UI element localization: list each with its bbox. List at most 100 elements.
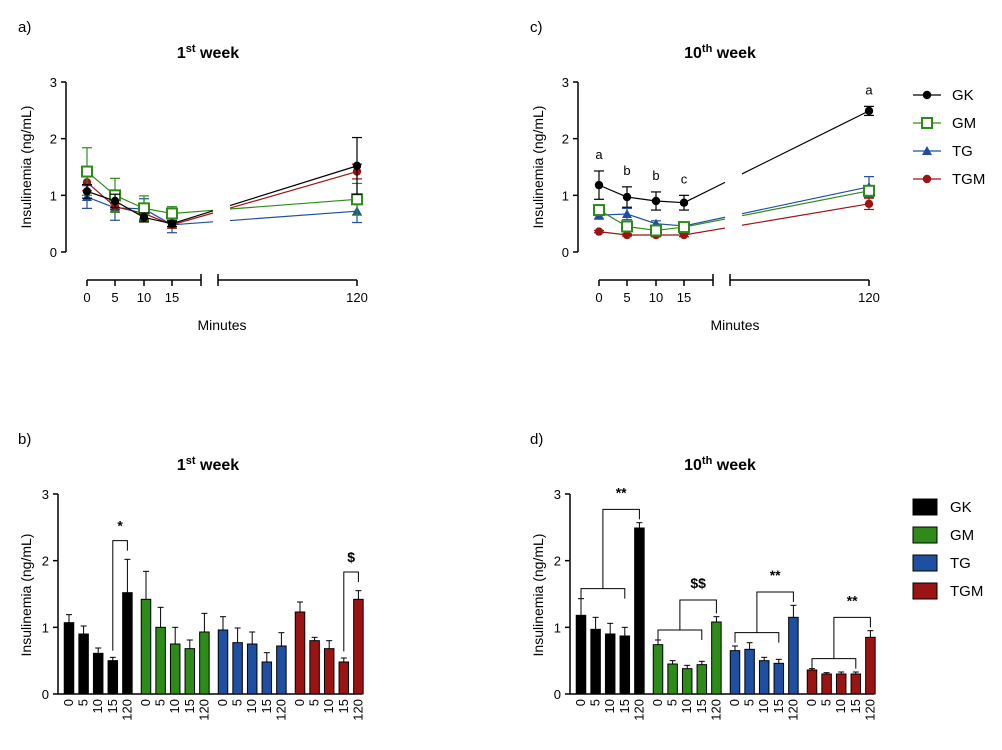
panel-c-y-tick-label: 0: [562, 245, 569, 260]
bar-GM: [199, 631, 210, 695]
panel-a-plot: 0 1 2 3 0 5 10 15 120: [50, 75, 368, 305]
panel-d-significance-bracket: [811, 658, 857, 669]
legend-swatch-TGM: [912, 582, 938, 600]
panel-d-significance-label: **: [770, 567, 781, 583]
panel-b-x-tick-label: 5: [307, 699, 322, 706]
panel-letter-d: d): [530, 431, 543, 448]
panel-b-y-tick-label: 2: [42, 554, 49, 569]
bar-GM: [155, 626, 166, 695]
data-point-GM: [678, 221, 690, 234]
panel-d-x-tick-label: 15: [848, 699, 863, 713]
panel-d-significance-bracket: [602, 508, 640, 589]
panel-b-x-tick-label: 0: [215, 699, 230, 706]
series-line-TGM: [86, 181, 116, 208]
panel-c-y-tick-label: 2: [562, 132, 569, 147]
data-point-GK: [352, 161, 362, 171]
panel-a-title: 1st week: [177, 43, 239, 62]
panel-d-x-tick-label: 120: [785, 699, 800, 721]
panel-d-x-tick-label: 10: [679, 699, 694, 713]
series-line-GK: [143, 216, 173, 225]
panel-a-xlabel: Minutes: [197, 317, 246, 333]
data-point-GK: [679, 198, 689, 207]
panel-b-x-tick-label: 120: [196, 699, 211, 721]
panel-c-ylabel: Insulinemia (ng/mL): [530, 106, 546, 229]
data-point-TG: [922, 146, 932, 155]
series-line-TGM: [741, 203, 870, 226]
panel-c-annotation: a: [865, 82, 873, 97]
panel-d-x-tick-label: 15: [694, 699, 709, 713]
legend-label-GM: GM: [950, 527, 974, 544]
legend-swatch-GM: [912, 526, 938, 544]
data-point-GM: [921, 117, 933, 129]
panel-c-x-tick-label: 120: [858, 290, 880, 305]
series-line-GM: [229, 198, 358, 210]
panel-d-significance-label: **: [616, 484, 627, 500]
panel-d-significance-bracket: [580, 588, 626, 599]
panel-b-title: 1st week: [177, 455, 239, 474]
data-point-GK: [167, 219, 177, 228]
bar-TGM: [338, 661, 350, 695]
bar-GK: [634, 527, 645, 695]
bar-TGM: [309, 640, 320, 695]
bar-TGM: [323, 648, 335, 695]
panel-c-x-tick-label: 10: [649, 290, 663, 305]
data-point-TGM: [594, 227, 604, 236]
panel-b-y-tick-label: 0: [42, 687, 49, 702]
panel-b-significance-bracket: [343, 571, 359, 652]
series-line-GK: [683, 181, 726, 204]
panel-d-title: 10th week: [684, 455, 756, 474]
bar-TGM: [353, 598, 364, 695]
panel-b-x-tick-label: 5: [230, 699, 245, 706]
panel-d-significance-bracket: [657, 629, 703, 640]
data-point-GK: [922, 90, 932, 100]
series-line-TG: [626, 213, 657, 225]
panel-c-plot: 0 1 2 3 0 5 10 15 120 a b b c a: [562, 75, 880, 305]
legend-label-GK: GK: [952, 87, 974, 104]
bar-TG: [261, 661, 273, 695]
panel-a-x-tick-label: 15: [165, 290, 179, 305]
panel-b-x-tick-label: 120: [273, 699, 288, 721]
panel-d-x-tick-label: 120: [631, 699, 646, 721]
series-line-GK: [598, 184, 628, 198]
panel-a-x-tick-label: 10: [137, 290, 151, 305]
bar-GK: [604, 633, 616, 695]
panel-c-xlabel: Minutes: [710, 317, 759, 333]
legend-label-GK: GK: [950, 499, 972, 516]
series-line-GK: [114, 200, 145, 218]
panel-d-significance-bracket: [756, 591, 794, 633]
series-line-TG: [86, 196, 116, 209]
panel-c: c) 10th week Insulinemia (ng/mL) Minutes…: [530, 19, 985, 333]
panel-a-y-tick-label: 3: [50, 75, 57, 90]
panel-a: a) 1st week Insulinemia (ng/mL) Minutes …: [18, 19, 368, 333]
series-line-GM: [741, 190, 870, 217]
panel-d-x-tick-label: 5: [588, 699, 603, 706]
series-line-TG: [741, 186, 870, 215]
bar-TG: [773, 662, 785, 695]
panel-b-x-tick-label: 0: [61, 699, 76, 706]
data-point-GM: [650, 224, 662, 237]
series-line-GM: [683, 218, 726, 228]
data-point-GK: [651, 196, 661, 206]
panel-d-y-tick-label: 3: [554, 487, 561, 502]
panel-d-x-tick-label: 0: [650, 699, 665, 706]
data-point-GM: [138, 202, 150, 215]
panel-b-y-tick-label: 1: [42, 620, 49, 635]
data-point-GK: [139, 213, 149, 222]
bar-GM: [681, 668, 693, 695]
panel-b-x-tick-label: 10: [321, 699, 336, 713]
panel-c-annotation: a: [595, 147, 603, 162]
panel-a-x-tick-label: 0: [83, 290, 90, 305]
panel-b-y-tick-label: 3: [42, 487, 49, 502]
panel-d-x-tick-label: 0: [727, 699, 742, 706]
data-point-GK: [82, 187, 92, 196]
panel-c-title: 10th week: [684, 43, 756, 62]
panel-a-y-tick-label: 0: [50, 245, 57, 260]
panel-d-x-tick-label: 5: [665, 699, 680, 706]
bar-GK: [107, 660, 119, 695]
data-point-GM: [81, 165, 93, 178]
panel-d-x-tick-label: 0: [573, 699, 588, 706]
